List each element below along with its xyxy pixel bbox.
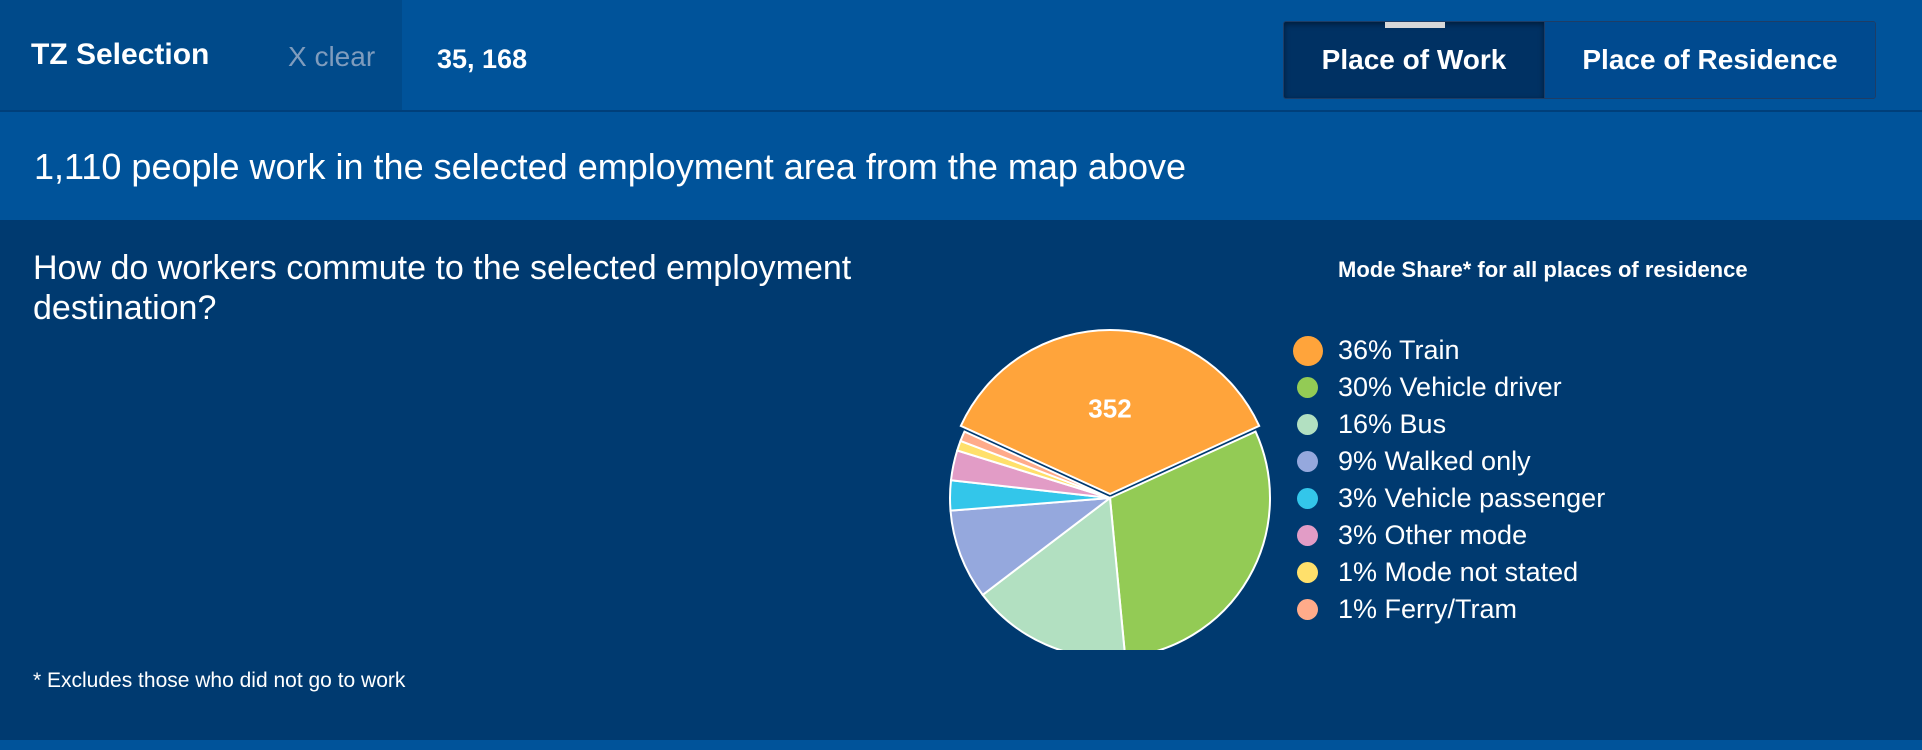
legend-item[interactable]: 16% Bus [1295, 406, 1605, 443]
legend-label: 1% Mode not stated [1338, 557, 1579, 587]
summary-bar: 1,110 people work in the selected employ… [0, 112, 1922, 220]
legend-item[interactable]: 9% Walked only [1295, 443, 1605, 480]
place-of-work-button[interactable]: Place of Work [1284, 22, 1544, 98]
pie-slice[interactable] [949, 496, 1114, 597]
chart-legend: 36% Train 30% Vehicle driver 16% Bus 9% … [1293, 332, 1605, 628]
tz-selection-title: TZ Selection [31, 38, 210, 71]
legend-item[interactable]: 30% Vehicle driver [1295, 369, 1605, 406]
top-bar: TZ Selection X clear 35, 168 Place of Wo… [0, 0, 1922, 110]
pie-slice[interactable] [981, 496, 1126, 650]
selected-zone-ids: 35, 168 [437, 44, 528, 74]
legend-label: 16% Bus [1338, 409, 1447, 439]
legend-item[interactable]: 1% Ferry/Tram [1295, 591, 1605, 628]
pie-slice-value-label: 352 [1088, 394, 1131, 424]
legend-label: 3% Vehicle passenger [1338, 483, 1606, 513]
place-of-residence-label: Place of Residence [1582, 44, 1838, 75]
legend-swatch [1297, 488, 1318, 509]
mode-share-pie-chart: 352 [949, 329, 1271, 650]
legend-label: 1% Ferry/Tram [1338, 594, 1518, 624]
place-toggle-group: Place of Work Place of Residence [1283, 21, 1876, 99]
place-of-residence-button[interactable]: Place of Residence [1544, 22, 1875, 98]
legend-label: 36% Train [1338, 335, 1460, 365]
legend-label: 3% Other mode [1338, 520, 1528, 550]
bottom-strip [0, 740, 1922, 750]
pie-slice[interactable] [959, 430, 1111, 499]
legend-item[interactable]: 3% Other mode [1295, 517, 1605, 554]
clear-selection-button[interactable]: X clear [288, 41, 376, 72]
legend-swatch [1297, 562, 1318, 583]
legend-swatch [1297, 414, 1318, 435]
legend-item[interactable]: 3% Vehicle passenger [1295, 480, 1605, 517]
header-divider [0, 110, 1922, 112]
legend-swatch [1297, 451, 1318, 472]
chart-title: Mode Share* for all places of residence [1338, 257, 1748, 282]
active-tab-indicator [1385, 22, 1445, 28]
summary-text: 1,110 people work in the selected employ… [34, 146, 1186, 187]
legend-label: 9% Walked only [1338, 446, 1531, 476]
tz-selection-block: TZ Selection X clear [0, 0, 402, 110]
legend-swatch [1297, 599, 1318, 620]
legend-swatch [1297, 525, 1318, 546]
place-of-work-label: Place of Work [1321, 44, 1507, 75]
panel-question: How do workers commute to the selected e… [33, 249, 852, 327]
pie-slice[interactable] [1108, 430, 1271, 650]
legend-swatch [1297, 377, 1318, 398]
legend-item[interactable]: 1% Mode not stated [1295, 554, 1605, 591]
footnote: * Excludes those who did not go to work [33, 669, 406, 692]
legend-item[interactable]: 36% Train [1293, 332, 1605, 369]
legend-label: 30% Vehicle driver [1338, 372, 1562, 402]
commute-panel: How do workers commute to the selected e… [0, 220, 1922, 740]
legend-swatch [1293, 335, 1323, 366]
pie-slice[interactable] [959, 329, 1261, 496]
